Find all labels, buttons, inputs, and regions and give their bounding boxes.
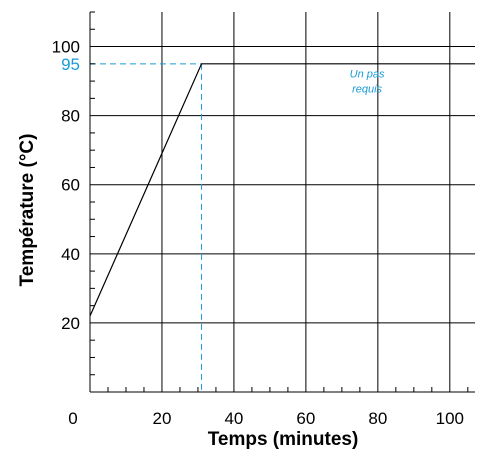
- series: [89, 63, 475, 317]
- y-tick-label: 20: [61, 314, 80, 333]
- y-tick-label: 100: [52, 38, 80, 57]
- x-tick-label: 100: [436, 409, 464, 428]
- grid: [90, 12, 475, 392]
- x-tick-label: 20: [153, 409, 172, 428]
- axes: [89, 11, 475, 393]
- x-tick-label: 40: [224, 409, 243, 428]
- annotation-line: Un pas: [350, 69, 385, 81]
- y-tick-label: 80: [61, 107, 80, 126]
- y-tick-label: 60: [61, 176, 80, 195]
- temperature-line: [89, 63, 475, 317]
- y-axis-title: Température (°C): [17, 134, 38, 287]
- y-tick-label: 40: [61, 245, 80, 264]
- x-tick-label: 60: [296, 409, 315, 428]
- x-tick-label: 80: [368, 409, 387, 428]
- reference-lines: [90, 63, 203, 392]
- x-tick-label: 0: [68, 409, 77, 428]
- annotation-note: Un pas requis: [350, 69, 385, 96]
- annotation-line: requis: [352, 84, 382, 96]
- reference-value-label: 95: [61, 55, 80, 74]
- x-axis-title: Temps (minutes): [208, 429, 359, 450]
